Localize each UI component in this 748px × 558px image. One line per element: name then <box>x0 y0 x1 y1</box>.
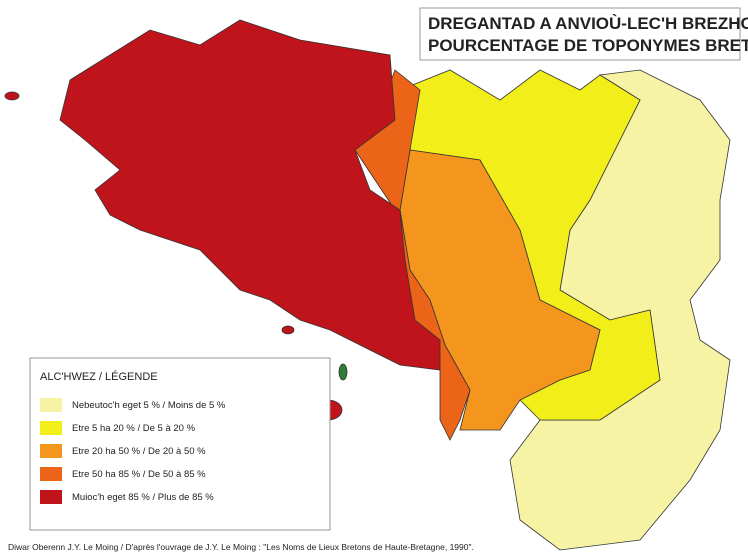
island <box>4 91 20 101</box>
title-line: POURCENTAGE DE TOPONYMES BRETONS <box>428 36 748 55</box>
map-regions <box>4 19 731 551</box>
legend-label: Muioc'h eget 85 % / Plus de 85 % <box>72 492 214 503</box>
legend-swatch <box>40 398 62 412</box>
legend-swatch <box>40 421 62 435</box>
region-red <box>59 19 441 371</box>
island <box>281 325 295 335</box>
title-box <box>419 7 741 61</box>
credit: Diwar Oberenn J.Y. Le Moing / D'après l'… <box>8 542 474 552</box>
legend-swatch <box>40 490 62 504</box>
island <box>338 363 348 381</box>
title-line: DREGANTAD A ANVIOÙ-LEC'H BREZHONEK <box>428 14 748 33</box>
legend-box <box>29 357 331 531</box>
legend-label: Nebeutoc'h eget 5 % / Moins de 5 % <box>72 400 226 411</box>
legend-swatch <box>40 444 62 458</box>
legend-title: ALC'HWEZ / LÉGENDE <box>40 370 158 383</box>
legend-label: Etre 5 ha 20 % / De 5 à 20 % <box>72 423 196 434</box>
region-dark-orange <box>354 69 471 441</box>
legend-swatch <box>40 467 62 481</box>
legend-label: Etre 50 ha 85 % / De 50 à 85 % <box>72 469 206 480</box>
legend-label: Etre 20 ha 50 % / De 20 à 50 % <box>72 446 206 457</box>
legend-items: Nebeutoc'h eget 5 % / Moins de 5 % Etre 5… <box>40 398 226 504</box>
